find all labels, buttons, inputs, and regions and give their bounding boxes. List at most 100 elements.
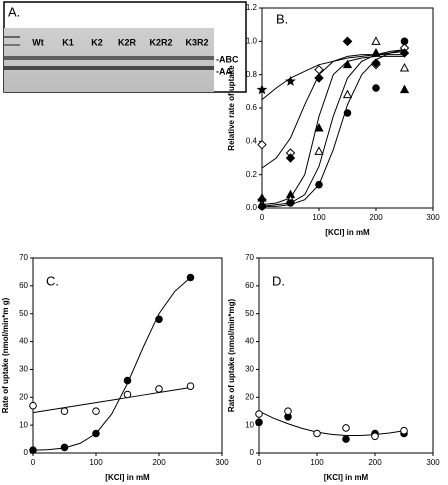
x-tick-label: 100 (89, 458, 103, 467)
data-point (314, 122, 324, 132)
data-point (186, 382, 195, 390)
y-tick-label: 20 (19, 392, 28, 401)
y-tick-label: 60 (19, 281, 28, 290)
plot-frame (32, 257, 223, 454)
data-point (400, 426, 408, 435)
data-point (285, 153, 296, 163)
y-tick-label: 1.2 (246, 3, 258, 12)
panel-title: C. (46, 273, 59, 288)
panel-title: D. (272, 273, 285, 288)
y-tick-label: 0.0 (246, 203, 258, 212)
y-tick-label: 30 (19, 365, 28, 374)
lane-label: K2 (91, 37, 103, 47)
x-tick-label: 200 (152, 458, 166, 467)
data-point (342, 435, 350, 443)
y-tick-label: 0.8 (246, 70, 258, 79)
data-point (286, 199, 295, 207)
data-point (60, 443, 69, 452)
data-point (29, 446, 37, 455)
y-tick-label: 0.2 (246, 170, 258, 179)
y-tick-label: 50 (245, 309, 254, 318)
x-tick-label: 200 (369, 213, 383, 222)
data-point (155, 315, 163, 324)
y-tick-label: 40 (19, 337, 28, 346)
data-point (371, 432, 379, 441)
data-point (123, 376, 132, 385)
data-point (399, 48, 410, 58)
x-tick-label: 200 (368, 458, 382, 467)
data-point (285, 75, 296, 86)
x-tick-label: 100 (310, 458, 324, 467)
lane-label: K1 (62, 37, 74, 47)
gel-band (4, 56, 214, 60)
lane-label: K3R2 (185, 37, 208, 47)
y-tick-label: 50 (19, 309, 28, 318)
y-axis-label: Relative rate of uptake (227, 65, 236, 151)
fit-curve (261, 49, 405, 207)
x-tick-label: 300 (215, 458, 229, 467)
y-tick-label: 0 (250, 448, 255, 457)
data-point (92, 429, 100, 438)
data-point (342, 59, 353, 69)
x-tick-label: 300 (426, 458, 440, 467)
data-point (60, 407, 69, 416)
data-point (257, 139, 267, 150)
data-point (371, 58, 381, 68)
y-tick-label: 1.0 (246, 36, 258, 45)
data-point (155, 385, 163, 393)
fit-curve (261, 54, 405, 169)
fit-curve (262, 49, 405, 207)
x-axis-label: [KCl] in mM (324, 473, 369, 482)
x-tick-label: 0 (260, 213, 265, 222)
lane-label: K2R2 (149, 37, 172, 47)
gel-band (4, 66, 214, 70)
y-tick-label: 70 (245, 253, 254, 262)
data-point (256, 84, 268, 95)
y-tick-label: 20 (245, 392, 254, 401)
y-axis-label: Rate of uptake (nmol/min*m g) (1, 297, 10, 413)
x-tick-label: 300 (426, 213, 440, 222)
panel-title: A. (8, 4, 20, 19)
y-tick-label: 40 (245, 337, 254, 346)
fit-curve (32, 387, 191, 414)
y-tick-label: 30 (245, 365, 254, 374)
band-label: -ABC (216, 54, 239, 64)
data-point (372, 84, 380, 92)
data-point (371, 47, 381, 57)
data-point (123, 390, 132, 399)
data-point (371, 36, 381, 45)
lane-label: Wt (32, 37, 44, 47)
fit-curve (261, 55, 405, 206)
data-point (342, 424, 350, 432)
gel-band (4, 36, 20, 38)
data-point (342, 89, 353, 99)
data-point (399, 84, 410, 94)
x-tick-label: 0 (31, 458, 36, 467)
fit-curve (32, 277, 191, 451)
data-point (29, 401, 37, 410)
data-point (400, 37, 409, 46)
data-point (315, 180, 323, 189)
data-point (314, 73, 324, 83)
y-tick-label: 10 (245, 420, 254, 429)
data-point (186, 273, 195, 282)
panel-title: B. (276, 11, 288, 26)
x-tick-label: 100 (312, 213, 326, 222)
gel-panel: A. (3, 1, 247, 93)
gel-band (4, 44, 20, 46)
fit-curve (258, 410, 405, 436)
y-tick-label: 10 (19, 420, 28, 429)
y-tick-label: 60 (245, 281, 254, 290)
data-point (258, 202, 266, 211)
data-point (343, 109, 352, 117)
y-tick-label: 70 (19, 253, 28, 262)
y-tick-label: 0 (24, 448, 29, 457)
x-tick-label: 0 (257, 458, 262, 467)
data-point (92, 407, 100, 416)
y-tick-label: 0.4 (246, 136, 258, 145)
data-point (342, 36, 353, 47)
data-point (314, 146, 324, 155)
y-axis-label: Rate of uptake (nmol/min*mg) (227, 298, 236, 412)
data-point (255, 410, 263, 418)
